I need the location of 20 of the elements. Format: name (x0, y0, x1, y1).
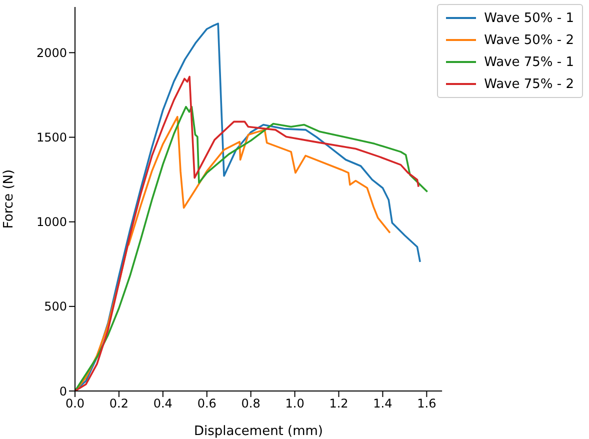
legend-label: Wave 50% - 2 (484, 32, 574, 48)
y-axis-title: Force (N) (2, 169, 17, 229)
y-tick-label: 1000 (36, 215, 67, 230)
x-axis-title: Displacement (mm) (194, 424, 324, 439)
y-tick-label: 1500 (36, 130, 67, 145)
y-tick-label: 2000 (36, 46, 67, 60)
y-tick-label: 500 (44, 300, 67, 314)
x-tick-label: 1.6 (417, 396, 436, 411)
x-tick-label: 0.2 (109, 396, 129, 411)
x-tick-label: 0.8 (241, 396, 260, 411)
x-tick-label: 0.6 (197, 396, 216, 411)
x-tick-label: 1.0 (285, 396, 304, 411)
legend-label: Wave 75% - 1 (484, 54, 574, 70)
x-tick-label: 0.4 (153, 396, 172, 411)
x-tick-label: 1.2 (329, 396, 348, 411)
legend-label: Wave 50% - 1 (484, 10, 574, 26)
y-tick-label: 0 (59, 384, 67, 398)
x-tick-label: 0.0 (65, 396, 85, 411)
x-tick-label: 1.4 (373, 396, 392, 411)
legend-label: Wave 75% - 2 (484, 76, 574, 92)
